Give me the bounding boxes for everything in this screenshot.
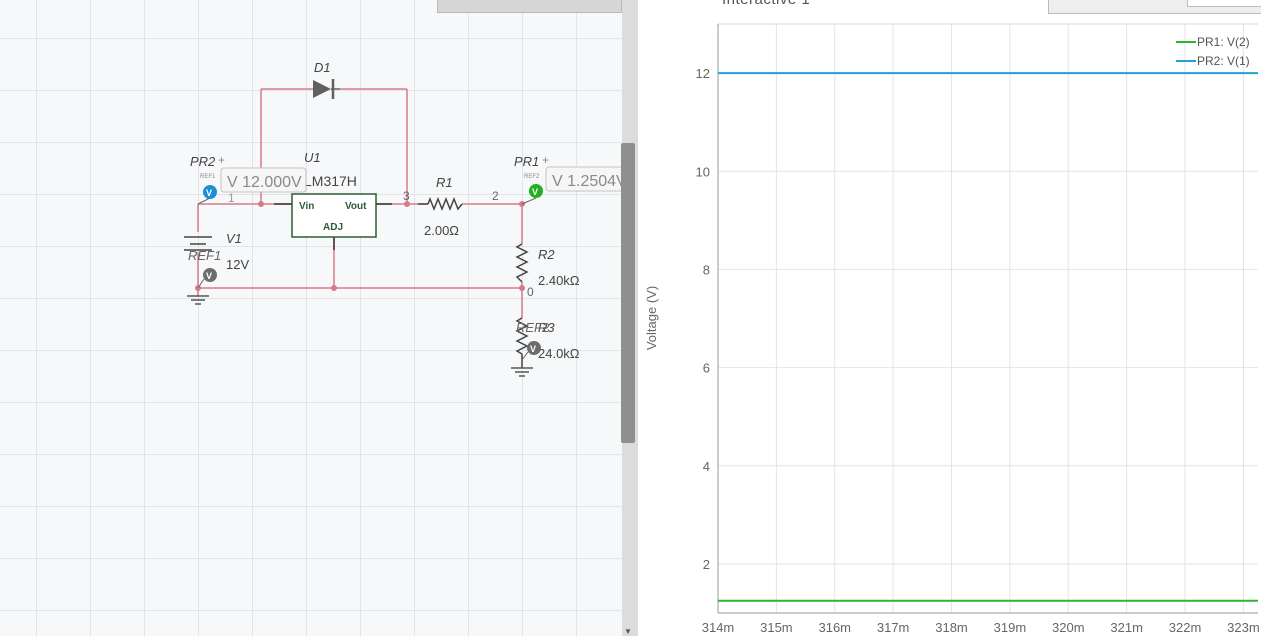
pr1-plus: + (542, 153, 549, 167)
ref2-small: REF2 (524, 174, 540, 180)
r2-label: R2 (538, 247, 555, 262)
pr2-reading: V 12.000V (227, 174, 302, 191)
y-tick-label: 8 (703, 262, 710, 277)
plot-toolbar-button[interactable] (1187, 0, 1261, 7)
legend-entry[interactable]: PR1: V(2) (1197, 35, 1250, 49)
v1-label: V1 (226, 231, 242, 246)
node-0-label: 0 (527, 285, 534, 299)
probe-pr2[interactable]: V PR2 + REF1 V 12.000V 1 (190, 153, 307, 205)
plot-title: Interactive 1 (722, 0, 810, 8)
probe-glyph: V (206, 188, 212, 198)
regulator-u1[interactable]: Vin Vout ADJ U1 LM317H (274, 150, 392, 250)
probe-glyph: V (206, 271, 212, 281)
probe-glyph: V (532, 187, 538, 197)
probe-glyph: V (530, 344, 536, 354)
schematic-top-tab[interactable] (437, 0, 622, 13)
y-tick-label: 2 (703, 557, 710, 572)
u1-label: U1 (304, 150, 321, 165)
ref-probe-ref2[interactable]: V (521, 341, 541, 361)
pin-adj-label: ADJ (323, 222, 343, 233)
r1-value: 2.00Ω (424, 223, 459, 238)
scroll-down-icon[interactable]: ▼ (624, 627, 632, 636)
junction-dot (258, 201, 264, 207)
junction-dot (331, 285, 337, 291)
probe-pr1[interactable]: V PR1 + REF2 V 1.2504V (514, 153, 622, 205)
pr1-reading: V 1.2504V (552, 173, 622, 190)
x-tick-label: 317m (877, 620, 910, 635)
y-tick-label: 4 (703, 459, 710, 474)
junction-dot (404, 201, 410, 207)
x-tick-label: 323m (1227, 620, 1260, 635)
resistor-r3[interactable]: R3 24.0kΩ REF2 (511, 317, 580, 377)
x-tick-label: 321m (1110, 620, 1143, 635)
voltage-source-v1[interactable]: V1 12V REF1 (184, 231, 249, 305)
r3-value: 24.0kΩ (538, 346, 580, 361)
d1-label: D1 (314, 60, 331, 75)
diode-d1[interactable]: D1 (313, 60, 340, 99)
x-tick-label: 320m (1052, 620, 1085, 635)
resistor-r2[interactable]: R2 2.40kΩ (515, 243, 580, 288)
ref1-big-label: REF1 (188, 248, 221, 263)
pr2-label: PR2 (190, 154, 216, 169)
v1-value: 12V (226, 257, 249, 272)
y-tick-label: 6 (703, 361, 710, 376)
node-3-label: 3 (403, 189, 410, 203)
pr2-plus: + (218, 153, 225, 167)
x-tick-label: 319m (994, 620, 1027, 635)
x-tick-label: 318m (935, 620, 968, 635)
r3-label: R3 (538, 320, 555, 335)
legend-entry[interactable]: PR2: V(1) (1197, 54, 1250, 68)
y-axis-label: Voltage (V) (644, 286, 659, 350)
r1-label: R1 (436, 175, 453, 190)
r2-value: 2.40kΩ (538, 273, 580, 288)
x-tick-label: 315m (760, 620, 793, 635)
ref1-small: REF1 (200, 174, 216, 180)
scrollbar-thumb[interactable] (621, 143, 635, 443)
node-1-label: 1 (228, 191, 235, 205)
ref-probe-ref1[interactable]: V (197, 268, 217, 289)
x-tick-label: 316m (818, 620, 851, 635)
resistor-r1[interactable]: R1 2.00Ω (418, 175, 463, 238)
ref2-big-label: REF2 (516, 320, 550, 335)
pin-vout-label: Vout (345, 201, 367, 212)
circuit-diagram: D1 Vin Vout ADJ U1 LM317H R1 2.00Ω R2 2.… (184, 60, 622, 377)
x-tick-label: 322m (1169, 620, 1202, 635)
pr1-label: PR1 (514, 154, 539, 169)
plot-panel[interactable] (638, 0, 1261, 636)
schematic-canvas[interactable] (0, 0, 622, 636)
x-tick-label: 314m (702, 620, 735, 635)
y-tick-label: 10 (696, 164, 710, 179)
voltage-chart[interactable]: 314m 315m 316m 317m 318m 319m 320m 321m 322m 323m… (638, 0, 1261, 636)
pin-vin-label: Vin (299, 201, 314, 212)
plot-toolbar-box[interactable] (1048, 0, 1261, 14)
u1-part-label: LM317H (304, 173, 357, 189)
node-2-label: 2 (492, 189, 499, 203)
y-tick-label: 12 (696, 66, 710, 81)
junction-dot (519, 285, 525, 291)
